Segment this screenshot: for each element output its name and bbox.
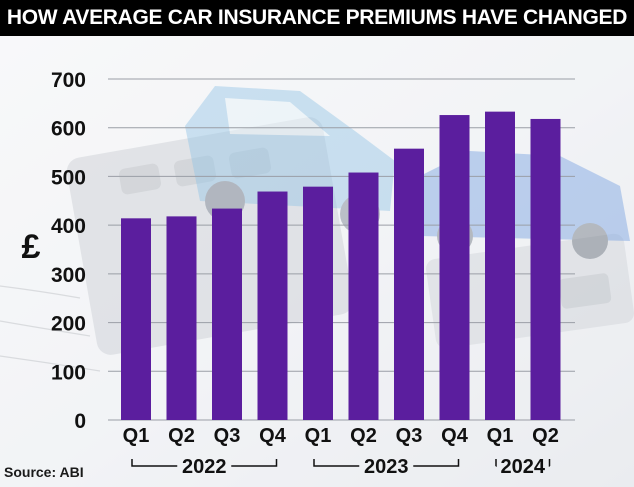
bar	[348, 172, 379, 420]
y-tick-label: 500	[51, 166, 86, 189]
year-label: 2024	[501, 456, 546, 478]
y-tick-label: 400	[51, 215, 86, 238]
year-groups: 2022 2023 2024	[131, 456, 551, 478]
x-tick-label: Q2	[350, 425, 377, 447]
bar	[530, 118, 561, 421]
bar	[303, 186, 333, 420]
x-tick-label: Q1	[487, 425, 514, 447]
x-tick-label: Q2	[532, 425, 559, 447]
x-tick-label: Q4	[441, 425, 469, 447]
y-axis-label: £	[22, 228, 41, 266]
y-tick-label: 300	[51, 264, 86, 287]
x-tick-label: Q4	[259, 425, 287, 447]
year-bracket	[313, 459, 360, 467]
chart-title: HOW AVERAGE CAR INSURANCE PREMIUMS HAVE …	[0, 0, 634, 36]
x-tick-label: Q1	[305, 425, 332, 447]
y-tick-label: 200	[51, 313, 86, 336]
year-label: 2022	[182, 456, 227, 478]
year-bracket	[231, 459, 278, 467]
y-tick-label: 0	[74, 410, 86, 433]
y-tick-label: 700	[51, 69, 86, 92]
bar	[257, 191, 288, 420]
source-note: Source: ABI	[4, 464, 84, 480]
year-bracket	[131, 459, 178, 467]
bar	[439, 115, 470, 420]
bar	[212, 208, 242, 420]
x-tick-label: Q1	[123, 425, 150, 447]
x-tick-label: Q3	[214, 425, 241, 447]
year-bracket	[413, 459, 460, 467]
y-tick-label: 600	[51, 118, 86, 141]
bar	[121, 218, 151, 420]
x-tick-label: Q3	[396, 425, 423, 447]
bar	[166, 216, 197, 420]
bar	[394, 148, 424, 420]
bar	[485, 111, 515, 420]
bars	[121, 111, 561, 421]
year-label: 2023	[364, 456, 409, 478]
x-tick-label: Q2	[168, 425, 195, 447]
y-axis-ticks: 0 100 200 300 400 500 600 700	[51, 69, 86, 433]
x-axis-ticks: Q1 Q2 Q3 Q4 Q1 Q2 Q3 Q4 Q1 Q2	[123, 425, 559, 447]
y-tick-label: 100	[51, 361, 86, 384]
